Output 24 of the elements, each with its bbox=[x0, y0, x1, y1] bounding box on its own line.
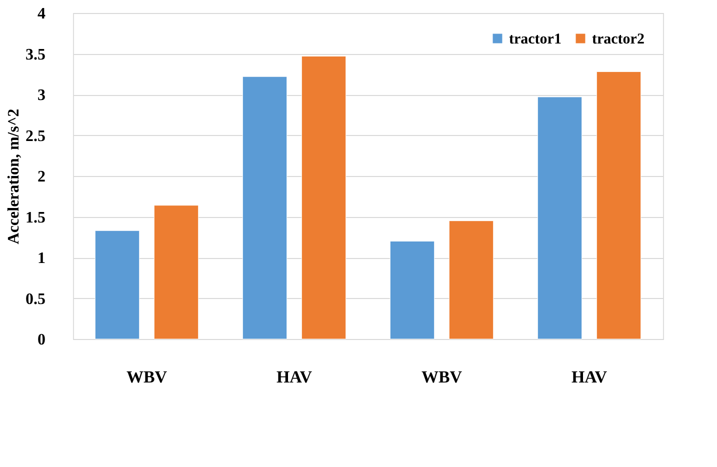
bar bbox=[596, 71, 642, 340]
x-tick-label: WBV bbox=[126, 368, 168, 386]
y-tick-label: 3 bbox=[38, 87, 46, 104]
y-tick-label: 2.5 bbox=[26, 128, 46, 145]
x-tick-label: HAV bbox=[276, 368, 313, 386]
bar bbox=[448, 220, 494, 340]
y-tick-label: 0 bbox=[38, 332, 46, 348]
x-tick-label: HAV bbox=[571, 368, 608, 386]
y-tick-label: 1.5 bbox=[26, 209, 46, 226]
bar bbox=[94, 230, 140, 340]
y-tick-label: 1 bbox=[38, 250, 46, 267]
y-tick-label: 0.5 bbox=[26, 290, 46, 308]
bar bbox=[154, 205, 199, 340]
bar bbox=[301, 56, 346, 340]
bar bbox=[537, 96, 582, 340]
y-axis-title: Acceleration, m/s^2 bbox=[6, 108, 22, 244]
legend-label: tractor2 bbox=[592, 32, 644, 48]
legend-label: tractor1 bbox=[509, 32, 562, 48]
y-tick-label: 4 bbox=[38, 6, 46, 22]
y-tick-label: 2 bbox=[38, 168, 46, 186]
bar bbox=[390, 240, 435, 340]
y-tick-label: 3.5 bbox=[26, 46, 46, 64]
bar bbox=[242, 76, 288, 340]
x-tick-label: WBV bbox=[421, 368, 463, 386]
